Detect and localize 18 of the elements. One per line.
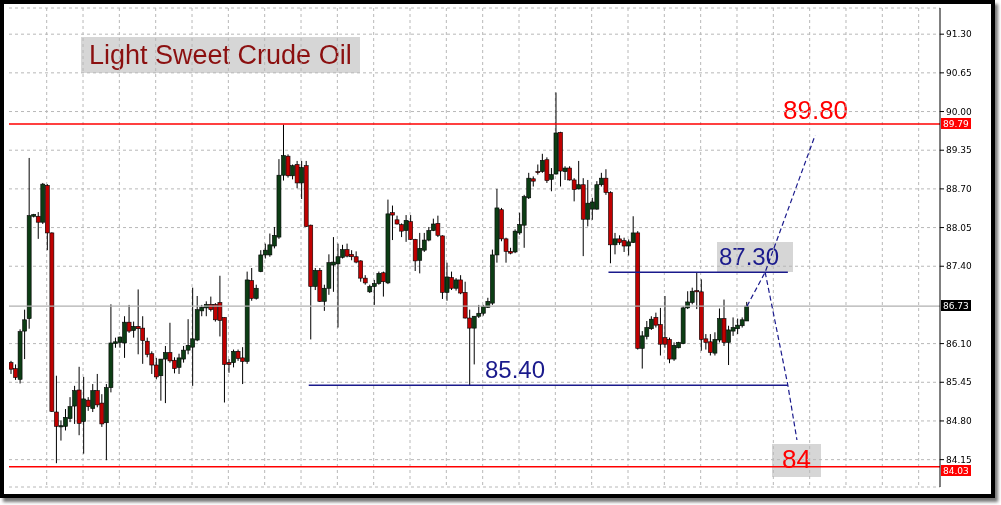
- text: Light Sweet Crude Oil: [81, 37, 360, 73]
- ref-line-label: 86.73: [941, 300, 971, 312]
- y-tick-label: 85.45: [946, 377, 972, 388]
- y-tick-label: 87.40: [946, 261, 973, 272]
- y-tick-label: 84.80: [946, 416, 973, 427]
- y-tick-label: 88.70: [946, 184, 973, 195]
- y-tick-label: 88.05: [946, 222, 972, 233]
- ref-line-label: 87.30: [717, 242, 793, 273]
- y-tick-label: 84.15: [946, 454, 972, 465]
- y-tick-label: 89.35: [946, 145, 972, 156]
- y-tick-label: 91.30: [946, 29, 973, 40]
- ref-line-label: 84.03: [941, 464, 971, 476]
- y-tick-label: 90.65: [946, 68, 972, 79]
- y-tick-label: 86.10: [946, 338, 973, 349]
- ref-line-label: 85.40: [484, 355, 547, 386]
- annotation: 89.80: [783, 95, 849, 126]
- ref-line-label: 89.79: [941, 118, 971, 130]
- y-tick-label: 90.00: [946, 106, 973, 117]
